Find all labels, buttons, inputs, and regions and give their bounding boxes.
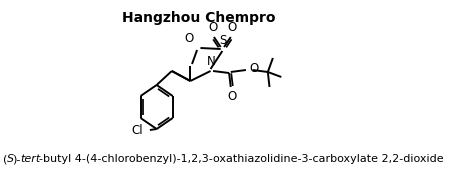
Text: -butyl 4-(4-chlorobenzyl)-1,2,3-oxathiazolidine-3-carboxylate 2,2-dioxide: -butyl 4-(4-chlorobenzyl)-1,2,3-oxathiaz… [39,154,443,164]
Text: N: N [207,55,216,68]
Text: O: O [185,32,194,45]
Text: S: S [7,154,14,164]
Text: O: O [209,21,218,34]
Text: tert: tert [20,154,41,164]
Text: Hangzhou Chempro: Hangzhou Chempro [122,11,276,25]
Text: (: ( [2,154,7,164]
Text: O: O [227,21,236,34]
Text: S: S [219,34,227,47]
Text: Cl: Cl [132,125,143,137]
Text: O: O [227,90,236,103]
Text: O: O [249,61,259,74]
Text: )-: )- [12,154,20,164]
